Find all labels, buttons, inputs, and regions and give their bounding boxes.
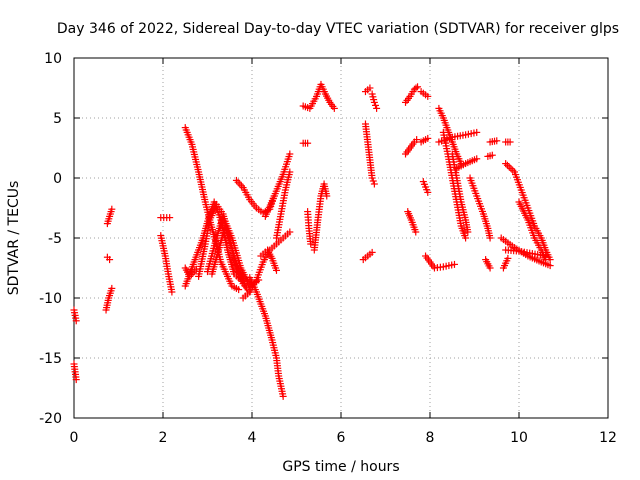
y-tick-label: -15 <box>39 351 62 367</box>
data-point <box>424 188 432 196</box>
data-marks <box>70 80 554 400</box>
data-point <box>72 317 80 325</box>
y-tick-label: 10 <box>44 51 62 67</box>
data-point <box>542 256 550 264</box>
data-point <box>488 151 496 159</box>
data-point <box>241 282 249 290</box>
x-tick-label: 2 <box>159 430 168 446</box>
data-point <box>546 262 554 270</box>
x-tick-label: 6 <box>337 430 346 446</box>
data-point <box>106 256 114 264</box>
data-point <box>286 228 294 236</box>
data-point <box>330 104 338 112</box>
data-point <box>473 155 481 163</box>
data-point <box>236 180 244 188</box>
y-axis-label: SDTVAR / TECUs <box>6 181 22 296</box>
data-point <box>368 248 376 256</box>
data-point <box>486 234 494 242</box>
x-tick-label: 0 <box>70 430 79 446</box>
data-point <box>506 138 514 146</box>
data-point <box>108 284 116 292</box>
data-point <box>272 266 280 274</box>
x-tick-label: 12 <box>599 430 617 446</box>
data-point <box>414 83 422 91</box>
axis-ticks: 0 2 4 6 8 10 12 -20 -15 -10 -5 0 5 10 <box>39 51 617 446</box>
data-point <box>504 254 512 262</box>
data-point <box>286 150 294 158</box>
data-point <box>307 240 315 248</box>
data-point <box>370 180 378 188</box>
data-point <box>502 160 510 168</box>
data-point <box>424 92 432 100</box>
data-point <box>464 228 472 236</box>
data-point <box>486 264 494 272</box>
y-tick-label: -5 <box>48 231 62 247</box>
data-point <box>473 128 481 136</box>
data-point <box>235 286 243 294</box>
y-tick-label: -10 <box>39 291 62 307</box>
data-point <box>108 205 116 213</box>
data-point <box>505 163 513 171</box>
data-point <box>304 139 312 147</box>
data-point <box>370 98 378 106</box>
data-point <box>286 168 294 176</box>
x-tick-label: 10 <box>510 430 528 446</box>
data-point <box>279 392 287 400</box>
data-point <box>166 214 174 222</box>
chart-title: Day 346 of 2022, Sidereal Day-to-day VTE… <box>57 21 619 37</box>
x-tick-label: 4 <box>248 430 257 446</box>
x-axis-label: GPS time / hours <box>282 459 399 475</box>
data-point <box>366 84 374 92</box>
data-point <box>424 134 432 142</box>
x-tick-label: 8 <box>426 430 435 446</box>
data-point <box>493 137 501 145</box>
data-point <box>371 101 379 109</box>
data-point <box>323 192 331 200</box>
y-tick-label: 5 <box>53 111 62 127</box>
data-point <box>168 288 176 296</box>
y-tick-label: 0 <box>53 171 62 187</box>
data-point <box>234 178 242 186</box>
data-point <box>507 165 515 173</box>
data-point <box>369 177 377 185</box>
data-point <box>412 228 420 236</box>
data-point <box>368 174 376 182</box>
grid-lines <box>74 58 608 418</box>
y-tick-label: -20 <box>39 411 62 427</box>
data-point <box>72 376 80 384</box>
data-point <box>413 136 421 144</box>
data-point <box>462 234 470 242</box>
data-point <box>412 84 420 92</box>
data-point <box>450 260 458 268</box>
data-point <box>503 161 511 169</box>
data-point <box>373 104 381 112</box>
